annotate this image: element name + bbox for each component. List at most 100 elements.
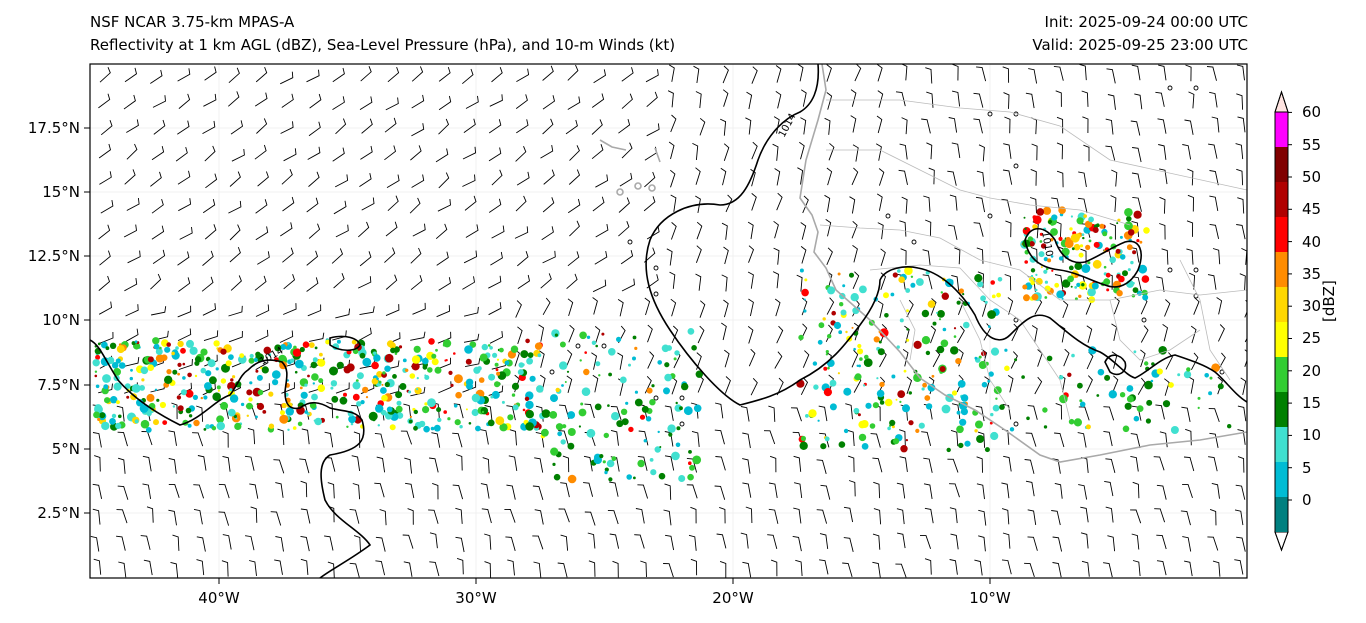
reflectivity-cell [139,404,149,413]
wind-barb [1104,480,1114,497]
reflectivity-cell [1127,229,1135,236]
colorbar-bin [1275,462,1288,497]
reflectivity-cell [525,422,534,431]
reflectivity-cell [1099,223,1105,229]
wind-barb [976,483,985,500]
wind-barb [150,171,162,187]
wind-barb [588,560,596,577]
wind-barb [772,143,779,161]
reflectivity-cell [227,381,236,391]
wind-barb [1209,508,1217,526]
wind-barb [229,246,241,263]
reflectivity-cell [1035,273,1038,276]
wind-barb [745,506,753,524]
reflectivity-cell [1087,287,1096,297]
reflectivity-cell [863,358,873,367]
reflectivity-cell [1144,380,1153,390]
reflectivity-cell [217,389,220,392]
wind-barb [609,533,620,549]
reflectivity-cell [232,375,236,379]
reflectivity-cell [817,419,820,422]
wind-barb [92,508,101,525]
reflectivity-cell [194,356,202,363]
wind-barb [175,146,188,162]
wind-barb [1054,432,1065,448]
wind-barb [351,455,361,471]
reflectivity-cell [955,358,962,365]
reflectivity-cell [922,382,927,388]
wind-barb [202,303,216,316]
wind-barb [1130,433,1141,449]
wind-barb [1165,352,1173,370]
wind-barb [923,483,933,499]
reflectivity-cell [413,409,418,415]
reflectivity-cell [1004,365,1010,372]
reflectivity-cell [110,396,118,404]
wind-barb [410,275,423,291]
wind-barb [127,250,141,264]
wind-barb [1186,220,1194,237]
wind-barb [123,94,136,110]
reflectivity-cell [931,374,935,378]
wind-barb [565,349,573,368]
reflectivity-cell [925,403,933,410]
wind-barb [978,509,987,526]
wind-barb [256,118,268,134]
wind-barb [178,93,191,109]
wind-barb [300,508,311,524]
wind-barb [584,511,596,526]
reflectivity-cell [1146,399,1153,406]
wind-barb [664,483,672,500]
wind-barb [488,147,502,162]
wind-barb [899,429,906,446]
wind-barb [565,119,578,135]
wind-barb [230,275,242,291]
wind-barb [1157,118,1167,134]
wind-barb [722,89,729,107]
wind-barb [202,120,216,134]
wind-barb [384,247,396,263]
wind-barb [1131,533,1140,550]
wind-barb [228,330,243,343]
wind-barb [465,224,479,238]
wind-barb [255,226,269,241]
reflectivity-cell [829,379,837,387]
colorbar-extension-low [1274,531,1289,552]
wind-barb [376,456,386,473]
wind-barb [1208,143,1218,159]
wind-barb [432,482,439,500]
wind-barb [1236,93,1244,110]
reflectivity-cell [1043,269,1048,274]
wind-barb [1184,119,1194,135]
wind-barb [275,482,284,498]
wind-barb [558,508,570,523]
wind-barb [375,536,386,552]
reflectivity-cell [263,346,272,355]
reflectivity-cell [478,377,485,383]
reflectivity-cell [285,407,294,416]
reflectivity-cell [1069,227,1073,231]
reflectivity-cell [1068,265,1074,271]
calm-wind-marker [627,239,633,245]
reflectivity-cell [864,354,869,360]
wind-barb [595,174,609,188]
reflectivity-cell [292,426,297,430]
reflectivity-cell [465,358,472,365]
wind-barb [479,429,489,445]
colorbar-tick-label: 10 [1302,426,1322,444]
reflectivity-cell [362,386,369,394]
wind-barb [769,455,777,473]
reflectivity-cell [203,428,207,431]
reflectivity-cell [187,372,192,378]
reflectivity-cell [1038,251,1045,258]
wind-barb [690,558,698,576]
reflectivity-cell [1183,370,1192,379]
wind-barb [1002,403,1012,420]
wind-barb [438,277,452,291]
reflectivity-cell [884,313,889,318]
reflectivity-cell [801,288,809,297]
reflectivity-cell [140,366,149,375]
reflectivity-cell [1029,255,1037,263]
reflectivity-cell [293,345,297,350]
